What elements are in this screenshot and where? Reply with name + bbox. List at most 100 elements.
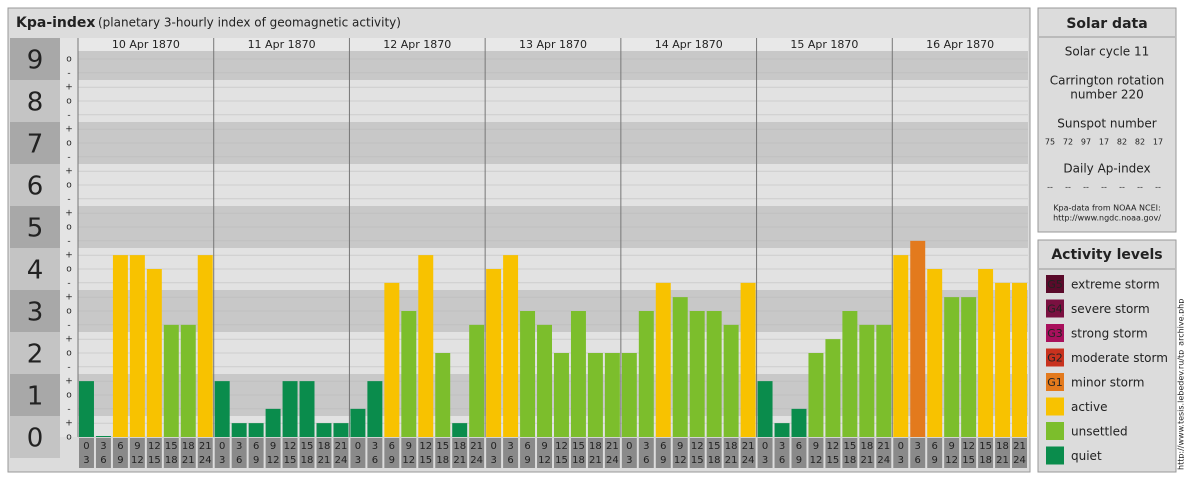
hour-cell [180, 438, 196, 468]
hour-from: 21 [1013, 441, 1026, 452]
ap-title: Daily Ap-index [1063, 162, 1150, 176]
hour-cell [146, 438, 162, 468]
minor-tick-label: - [67, 278, 70, 288]
hour-to: 3 [219, 455, 225, 466]
hour-from: 12 [148, 441, 161, 452]
date-label: 13 Apr 1870 [519, 38, 587, 51]
level-name: minor storm [1071, 376, 1144, 390]
hour-cell [282, 438, 298, 468]
hour-to: 12 [267, 455, 280, 466]
hour-cell [299, 438, 315, 468]
hour-from: 6 [932, 441, 938, 452]
bar [282, 381, 298, 437]
hour-cell [418, 438, 434, 468]
hour-from: 3 [915, 441, 921, 452]
hour-cell [757, 438, 773, 468]
level-name: unsettled [1071, 425, 1128, 439]
hour-to: 9 [253, 455, 259, 466]
y-tick-label: 3 [27, 298, 44, 328]
hour-cell [554, 438, 569, 468]
minor-tick-label: - [67, 236, 70, 246]
hour-to: 6 [915, 455, 921, 466]
hour-to: 6 [372, 455, 378, 466]
hour-cell [452, 438, 468, 468]
hour-to: 24 [199, 455, 212, 466]
bar [520, 311, 536, 437]
hour-from: 18 [318, 441, 331, 452]
hour-to: 24 [470, 455, 483, 466]
level-swatch [1046, 397, 1064, 416]
bar [842, 311, 858, 437]
minor-tick-label: + [65, 293, 73, 303]
hour-to: 18 [301, 455, 314, 466]
hour-from: 3 [100, 441, 106, 452]
sunspot-value: 82 [1117, 138, 1127, 147]
bar [112, 255, 128, 437]
hour-to: 21 [860, 455, 873, 466]
bar [978, 269, 994, 437]
hour-to: 6 [643, 455, 649, 466]
y-label-band [10, 374, 60, 416]
solar-panel [1037, 7, 1177, 233]
minor-tick-label: + [65, 125, 73, 135]
hour-from: 9 [677, 441, 683, 452]
hour-from: 15 [301, 441, 314, 452]
hour-cell [1012, 438, 1027, 468]
hour-cell [350, 438, 366, 468]
y-tick-label: 5 [27, 214, 44, 244]
bar [638, 311, 654, 437]
level-name: active [1071, 400, 1107, 414]
hour-from: 9 [270, 441, 276, 452]
hour-cell [129, 438, 145, 468]
bar [333, 423, 349, 437]
hour-from: 9 [406, 441, 412, 452]
hour-to: 21 [182, 455, 195, 466]
hour-cell [842, 438, 858, 468]
bar [214, 381, 230, 437]
bar [604, 353, 620, 437]
bar [791, 408, 807, 437]
hour-cell [469, 438, 485, 468]
y-tick-label: 1 [27, 382, 44, 412]
hour-cell [520, 438, 536, 468]
hour-to: 18 [979, 455, 992, 466]
level-swatch [1046, 373, 1064, 391]
date-label: 15 Apr 1870 [790, 38, 858, 51]
minor-tick-label: + [65, 209, 73, 219]
hour-from: 18 [182, 441, 195, 452]
hour-cell [316, 438, 332, 468]
hour-to: 6 [779, 455, 785, 466]
solar-title: Solar data [1066, 16, 1147, 32]
date-label: 16 Apr 1870 [926, 38, 994, 51]
hour-cell [95, 438, 111, 468]
title: Kpa-index [16, 15, 95, 31]
hour-from: 3 [643, 441, 649, 452]
level-code: G5 [1047, 278, 1063, 291]
minor-tick-label: - [67, 152, 70, 162]
ap-value: -- [1047, 183, 1053, 192]
hour-cell [503, 438, 519, 468]
bar [469, 324, 485, 437]
solar-cycle: Solar cycle 11 [1065, 45, 1150, 59]
hour-cell [723, 438, 739, 468]
hour-from: 12 [419, 441, 432, 452]
hour-to: 9 [389, 455, 395, 466]
y-tick-label: 9 [27, 46, 44, 76]
ap-value: -- [1119, 183, 1125, 192]
hour-from: 18 [996, 441, 1009, 452]
hour-from: 0 [626, 441, 632, 452]
hour-to: 12 [131, 455, 144, 466]
hour-to: 18 [436, 455, 449, 466]
y-tick-label: 0 [27, 424, 44, 454]
hour-cell [435, 438, 451, 468]
level-swatch [1046, 275, 1064, 293]
bar [367, 381, 383, 437]
hour-cell [927, 438, 943, 468]
minor-label-column [60, 38, 78, 437]
bar [944, 297, 960, 437]
hour-cell [570, 438, 586, 468]
hour-cell [774, 438, 790, 468]
hour-to: 24 [1013, 455, 1026, 466]
level-swatch [1046, 348, 1064, 367]
hour-from: 6 [660, 441, 666, 452]
